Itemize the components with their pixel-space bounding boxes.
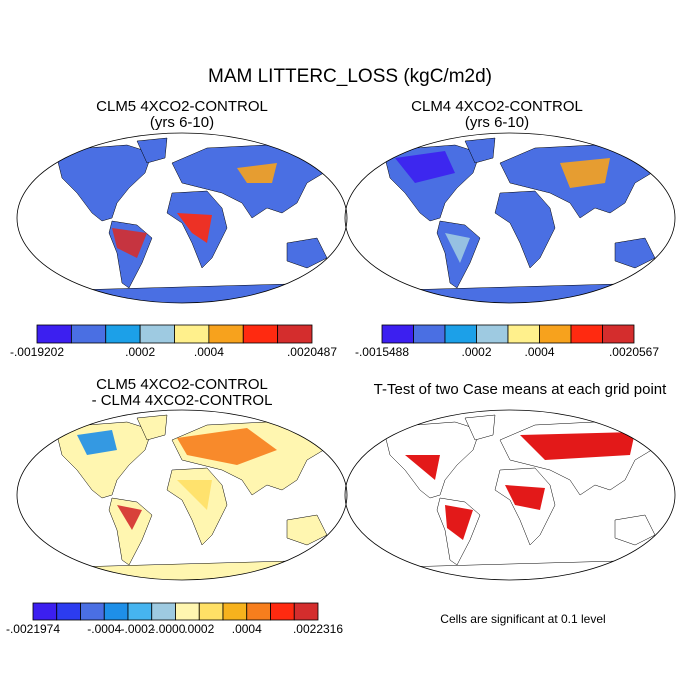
field-patch [112, 228, 147, 258]
colorbar-box [381, 324, 414, 344]
panel-title: CLM5 4XCO2-CONTROL [96, 376, 268, 393]
colorbar-box [151, 602, 176, 621]
map-land [345, 414, 675, 580]
colorbar-box [277, 324, 313, 344]
map-border [344, 132, 676, 304]
field-patch [405, 455, 440, 480]
colorbar-label: -.0019202 [10, 345, 64, 359]
colorbar-box [222, 602, 248, 621]
colorbar-box [80, 602, 105, 621]
colorbar-label: .0022316 [293, 622, 343, 636]
panel-note: Cells are significant at 0.1 level [440, 612, 605, 626]
colorbar-box [32, 602, 58, 621]
colorbar-box [413, 324, 446, 344]
continents [345, 137, 675, 303]
colorbar-label: -.0015488 [355, 345, 409, 359]
colorbar-box [444, 324, 477, 344]
colorbar-box [103, 602, 129, 621]
colorbar-label: .0002 [125, 345, 155, 359]
colorbar-box [570, 324, 603, 344]
panel-title: (yrs 6-10) [150, 114, 214, 131]
field-patch [177, 428, 277, 465]
field-patch [560, 158, 610, 188]
colorbar-label: .0004 [524, 345, 554, 359]
colorbar-box [476, 324, 509, 344]
map-land [17, 414, 347, 580]
field-patch [505, 485, 545, 510]
panel-title: T-Test of two Case means at each grid po… [374, 381, 667, 398]
field-patch [77, 430, 117, 455]
colorbar-box [293, 602, 319, 621]
field-patch [395, 151, 455, 183]
colorbar-box [174, 324, 210, 344]
colorbar-label: -.0002 [120, 622, 154, 636]
panel-title: CLM4 4XCO2-CONTROL [411, 98, 583, 115]
panel-title: CLM5 4XCO2-CONTROL [96, 98, 268, 115]
map-border [16, 132, 348, 304]
continents [17, 137, 347, 303]
colorbar-box [139, 324, 175, 344]
map [16, 132, 348, 304]
colorbar-label: .0004 [194, 345, 224, 359]
colorbar-box [127, 602, 153, 621]
colorbar-box [36, 324, 72, 344]
colorbar-box [175, 602, 200, 621]
colorbar-box [56, 602, 81, 621]
field-patch [445, 505, 473, 540]
colorbar-box [208, 324, 244, 344]
field-patch [117, 505, 142, 530]
colorbar-box [242, 324, 279, 344]
colorbar-box [105, 324, 141, 344]
colorbar-box [602, 324, 635, 344]
field-patch [177, 213, 212, 243]
field-patch [177, 480, 212, 510]
colorbar-label: -.0000 [151, 622, 185, 636]
colorbar-box [246, 602, 271, 621]
panel-title: (yrs 6-10) [465, 114, 529, 131]
figure-title: MAM LITTERC_LOSS (kgC/m2d) [208, 66, 492, 87]
map [344, 409, 676, 581]
panel-title: - CLM4 4XCO2-CONTROL [92, 392, 273, 409]
field-patch [520, 432, 635, 460]
colorbar-box [270, 602, 295, 621]
colorbar-box [70, 324, 107, 344]
colorbar-label: -.0021974 [6, 622, 60, 636]
map-land [17, 137, 347, 303]
map [16, 409, 348, 581]
field-patch [445, 233, 470, 263]
colorbar-box [198, 602, 224, 621]
map-border [16, 409, 348, 581]
colorbar-label: .0020567 [609, 345, 659, 359]
colorbar-label: -.0004 [87, 622, 121, 636]
field-patch [237, 163, 277, 183]
colorbar-label: .0002 [461, 345, 491, 359]
colorbar-box [539, 324, 572, 344]
map-land [345, 137, 675, 303]
colorbar-label: .0020487 [287, 345, 337, 359]
map [344, 132, 676, 304]
map-border [344, 409, 676, 581]
colorbar-label: .0002 [184, 622, 214, 636]
colorbar-label: .0004 [232, 622, 262, 636]
colorbar-box [507, 324, 540, 344]
